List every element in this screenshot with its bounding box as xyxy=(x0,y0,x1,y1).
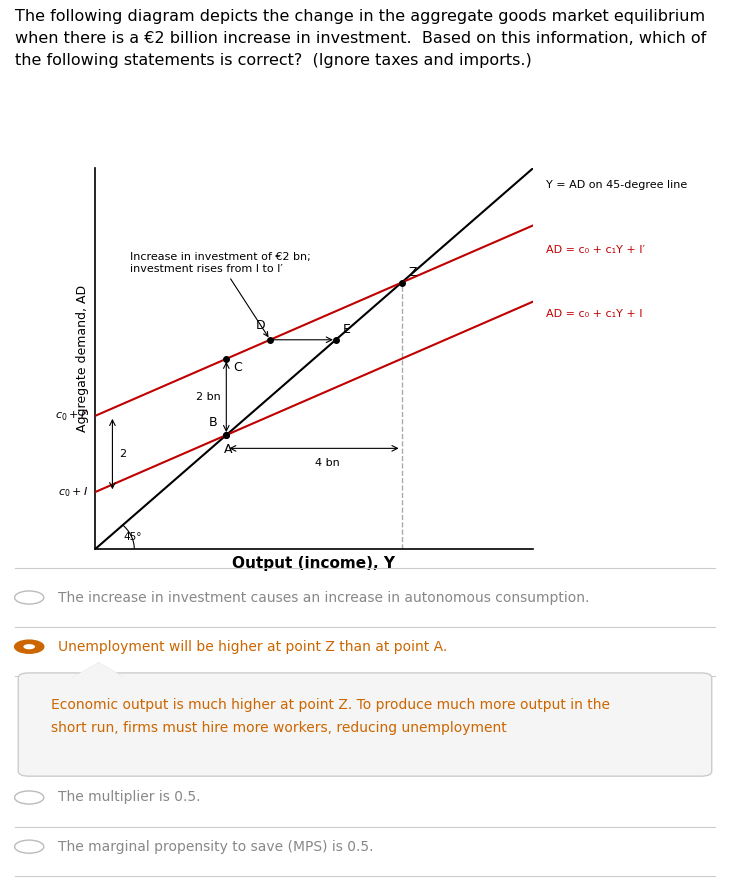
Text: 4 bn: 4 bn xyxy=(315,458,339,468)
Text: The multiplier is 0.5.: The multiplier is 0.5. xyxy=(58,790,201,804)
Text: 2: 2 xyxy=(119,449,126,459)
Text: D: D xyxy=(256,319,266,332)
Text: $c_0 + I'$: $c_0 + I'$ xyxy=(55,408,88,424)
Text: The increase in investment causes an increase in autonomous consumption.: The increase in investment causes an inc… xyxy=(58,590,590,604)
FancyBboxPatch shape xyxy=(18,673,712,776)
Text: B: B xyxy=(209,416,218,430)
Text: The following diagram depicts the change in the aggregate goods market equilibri: The following diagram depicts the change… xyxy=(15,9,706,68)
Text: AD = c₀ + c₁Y + I: AD = c₀ + c₁Y + I xyxy=(546,309,642,319)
Circle shape xyxy=(15,640,44,653)
Text: E: E xyxy=(342,323,350,336)
Text: Increase in investment of €2 bn;
investment rises from I to I′: Increase in investment of €2 bn; investm… xyxy=(130,253,311,337)
Circle shape xyxy=(23,644,35,649)
Text: 45°: 45° xyxy=(123,532,142,542)
Text: $c_0 + I$: $c_0 + I$ xyxy=(58,486,88,499)
Text: C: C xyxy=(233,361,242,374)
Text: Unemployment will be higher at point Z than at point A.: Unemployment will be higher at point Z t… xyxy=(58,640,447,654)
Text: A: A xyxy=(224,443,233,455)
Text: AD = c₀ + c₁Y + I′: AD = c₀ + c₁Y + I′ xyxy=(546,245,645,254)
Text: 2 bn: 2 bn xyxy=(196,392,221,402)
Text: Z: Z xyxy=(408,266,417,279)
Polygon shape xyxy=(73,663,124,678)
Text: Economic output is much higher at point Z. To produce much more output in the
sh: Economic output is much higher at point … xyxy=(51,698,610,734)
Text: The marginal propensity to save (MPS) is 0.5.: The marginal propensity to save (MPS) is… xyxy=(58,840,374,854)
Text: Y = AD on 45-degree line: Y = AD on 45-degree line xyxy=(546,180,687,190)
X-axis label: Output (income), Y: Output (income), Y xyxy=(232,556,396,571)
Y-axis label: Aggregate demand, AD: Aggregate demand, AD xyxy=(77,285,89,432)
